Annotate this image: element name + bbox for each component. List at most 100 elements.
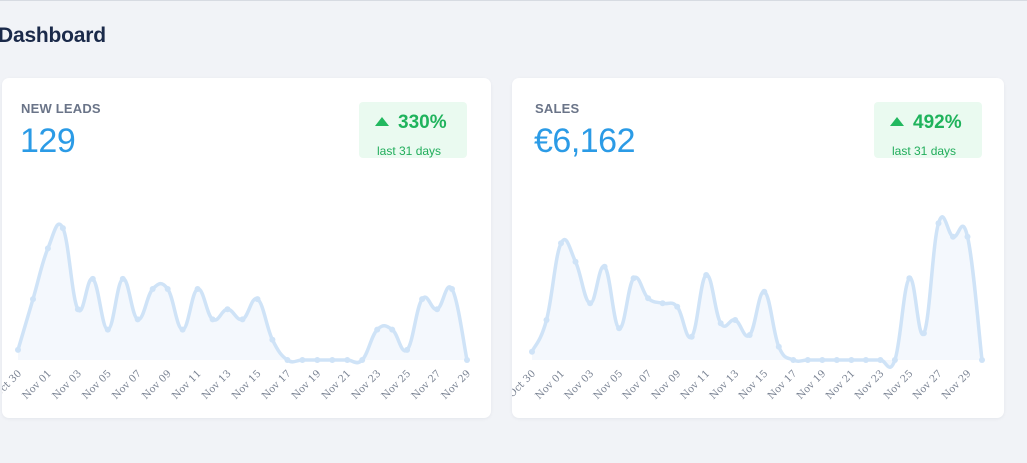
data-point[interactable] — [587, 300, 594, 307]
x-tick-label: Nov 03 — [51, 368, 84, 401]
x-tick-label: Nov 13 — [708, 368, 741, 401]
data-point[interactable] — [703, 272, 710, 278]
data-point[interactable] — [389, 326, 396, 333]
data-point[interactable] — [224, 306, 231, 313]
data-point[interactable] — [164, 286, 171, 292]
data-point[interactable] — [359, 357, 366, 363]
x-tick-label: Nov 05 — [592, 368, 625, 401]
data-point[interactable] — [601, 263, 608, 270]
x-tick-label: Nov 01 — [21, 368, 54, 401]
data-point[interactable] — [209, 316, 216, 323]
x-tick-label: Nov 29 — [440, 368, 473, 401]
x-tick-label: Nov 09 — [650, 368, 683, 401]
data-point[interactable] — [979, 357, 985, 363]
data-point[interactable] — [732, 317, 739, 323]
data-point[interactable] — [299, 357, 306, 363]
sales-card: SALES €6,162 492% last 31 days Oct 30 Nov… — [512, 78, 1004, 418]
data-point[interactable] — [404, 346, 411, 353]
data-point[interactable] — [688, 333, 695, 340]
x-tick-label: Nov 01 — [534, 368, 567, 401]
data-point[interactable] — [833, 357, 840, 363]
data-point[interactable] — [59, 225, 66, 232]
data-point[interactable] — [761, 288, 768, 295]
data-point[interactable] — [848, 357, 855, 363]
data-point[interactable] — [529, 348, 535, 355]
data-point[interactable] — [194, 286, 201, 292]
data-point[interactable] — [891, 357, 898, 363]
x-tick-label: Nov 25 — [380, 368, 413, 401]
data-point[interactable] — [630, 275, 637, 282]
data-point[interactable] — [179, 326, 186, 333]
data-point[interactable] — [964, 233, 971, 240]
data-point[interactable] — [284, 357, 291, 363]
x-tick-label: Nov 09 — [140, 368, 173, 401]
x-tick-label: Nov 23 — [350, 368, 383, 401]
data-point[interactable] — [134, 316, 141, 323]
data-point[interactable] — [659, 300, 666, 307]
data-point[interactable] — [645, 295, 652, 302]
data-point[interactable] — [74, 306, 81, 313]
data-point[interactable] — [616, 325, 623, 332]
data-point[interactable] — [329, 357, 336, 363]
x-tick-label: Nov 29 — [940, 368, 973, 401]
data-point[interactable] — [543, 317, 550, 323]
x-tick-label: Nov 27 — [911, 368, 944, 401]
trend-percent: 330% — [398, 112, 447, 133]
x-tick-label: Nov 23 — [853, 368, 886, 401]
data-point[interactable] — [558, 240, 564, 247]
data-point[interactable] — [119, 275, 126, 282]
data-point[interactable] — [269, 336, 276, 343]
data-point[interactable] — [89, 275, 96, 282]
data-point[interactable] — [344, 357, 351, 363]
x-tick-label: Nov 07 — [621, 368, 654, 401]
data-point[interactable] — [434, 306, 441, 313]
data-point[interactable] — [746, 332, 753, 338]
data-point[interactable] — [314, 357, 321, 363]
trend-period: last 31 days — [377, 144, 442, 158]
x-tick-label: Nov 07 — [110, 368, 143, 401]
arrow-up-icon — [375, 116, 389, 126]
data-point[interactable] — [239, 316, 246, 323]
data-point[interactable] — [935, 220, 942, 227]
data-point[interactable] — [819, 357, 826, 363]
data-point[interactable] — [254, 296, 261, 303]
data-point[interactable] — [790, 357, 797, 363]
x-tick-label: Nov 11 — [170, 368, 203, 401]
card-value: 129 — [20, 122, 76, 160]
x-tick-label: Nov 27 — [410, 368, 443, 401]
x-tick-label: Nov 21 — [824, 368, 857, 401]
x-tick-label: Nov 25 — [882, 368, 915, 401]
data-point[interactable] — [950, 233, 956, 240]
data-point[interactable] — [717, 320, 724, 327]
data-point[interactable] — [15, 346, 21, 353]
data-point[interactable] — [449, 286, 455, 292]
data-point[interactable] — [804, 357, 811, 363]
x-tick-label: Nov 05 — [80, 368, 113, 401]
data-point[interactable] — [674, 303, 681, 310]
x-tick-label: Nov 03 — [563, 368, 596, 401]
data-point[interactable] — [419, 296, 426, 303]
x-tick-label: Nov 15 — [230, 368, 263, 401]
data-point[interactable] — [30, 296, 36, 303]
trend-period: last 31 days — [892, 144, 957, 158]
x-tick-label: Nov 11 — [679, 368, 712, 401]
x-tick-label: Nov 19 — [290, 368, 323, 401]
data-point[interactable] — [104, 326, 111, 333]
x-tick-label: Nov 19 — [795, 368, 828, 401]
trend-badge: 492% last 31 days — [874, 102, 982, 158]
data-point[interactable] — [862, 357, 869, 363]
data-point[interactable] — [572, 258, 579, 265]
new-leads-card: NEW LEADS 129 330% last 31 days Oct 30 No… — [2, 78, 491, 418]
data-point[interactable] — [374, 326, 381, 333]
data-point[interactable] — [464, 357, 470, 363]
trend-percent: 492% — [913, 112, 962, 133]
data-point[interactable] — [775, 343, 782, 350]
data-point[interactable] — [877, 357, 884, 363]
data-point[interactable] — [906, 275, 913, 282]
chart-area-fill — [532, 216, 982, 368]
data-point[interactable] — [920, 330, 927, 337]
data-point[interactable] — [149, 286, 156, 292]
data-point[interactable] — [44, 245, 51, 252]
x-tick-label: Nov 15 — [737, 368, 770, 401]
